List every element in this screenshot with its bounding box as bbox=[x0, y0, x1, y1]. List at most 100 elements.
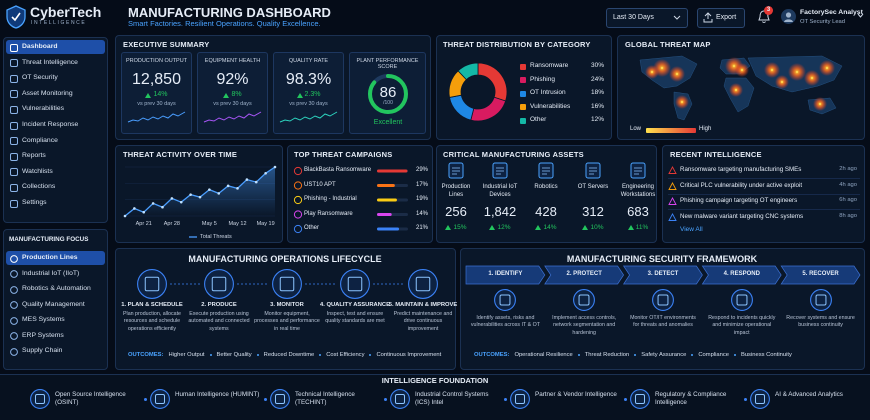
outcome: Continuous Improvement bbox=[376, 352, 442, 358]
view-all[interactable]: View All bbox=[680, 226, 703, 233]
shield-mark bbox=[11, 12, 21, 22]
nav-item[interactable]: Collections bbox=[22, 183, 56, 191]
point bbox=[142, 210, 146, 214]
sparkline bbox=[127, 111, 186, 123]
asset-name: OT Servers bbox=[577, 184, 609, 190]
glyph bbox=[10, 59, 18, 68]
nav-item[interactable]: OT Security bbox=[22, 74, 58, 82]
focus-item[interactable]: Industrial IoT (IIoT) bbox=[22, 269, 80, 277]
divider bbox=[668, 178, 860, 179]
intel-icon bbox=[668, 197, 677, 205]
campaign-name: UST10 APT bbox=[304, 181, 336, 188]
point bbox=[236, 187, 239, 190]
focus-item[interactable]: Robotics & Automation bbox=[22, 285, 91, 292]
icon-ring bbox=[809, 289, 832, 311]
point bbox=[226, 184, 230, 188]
export-label[interactable]: Export bbox=[716, 14, 737, 21]
nav-item[interactable]: Incident Response bbox=[22, 121, 79, 128]
focus-item[interactable]: Supply Chain bbox=[22, 347, 63, 354]
panel-title: MANUFACTURING SECURITY FRAMEWORK bbox=[566, 254, 758, 264]
focus-item[interactable]: MES Systems bbox=[22, 316, 65, 323]
spark bbox=[203, 111, 262, 123]
icon bbox=[272, 269, 302, 299]
glyph bbox=[668, 181, 677, 190]
focus-item[interactable]: Production Lines bbox=[22, 254, 78, 261]
logo bbox=[6, 5, 26, 29]
foundation-item: Human Intelligence (HUMINT) bbox=[175, 391, 260, 398]
outcome: Better Quality bbox=[216, 352, 252, 358]
up-arrow bbox=[535, 225, 542, 231]
icon-glyph bbox=[415, 276, 431, 292]
nav-item[interactable]: Settings bbox=[22, 199, 47, 206]
kpi-label: EQUIPMENT HEALTH bbox=[204, 58, 261, 64]
icon-ring bbox=[204, 269, 234, 299]
intel-text[interactable]: Phishing campaign targeting OT engineers bbox=[680, 197, 798, 204]
outcome: Operational Resilience bbox=[514, 352, 573, 358]
nav-item[interactable]: Threat Intelligence bbox=[22, 58, 78, 66]
focus-item[interactable]: Quality Management bbox=[22, 300, 85, 308]
intel-text[interactable]: Critical PLC vulnerability under active … bbox=[680, 181, 803, 189]
legend-value: 12% bbox=[590, 116, 604, 123]
change: 12% bbox=[478, 224, 522, 231]
glyph bbox=[10, 254, 18, 263]
nav-item[interactable]: Dashboard bbox=[22, 43, 58, 50]
bar bbox=[377, 213, 392, 216]
nav-item[interactable]: Asset Monitoring bbox=[22, 89, 73, 97]
point bbox=[254, 180, 258, 184]
user-name[interactable]: FactorySec Analyst bbox=[800, 9, 863, 16]
avatar-head bbox=[785, 12, 792, 18]
point bbox=[264, 171, 267, 175]
hotspot bbox=[675, 72, 679, 76]
glyph bbox=[10, 301, 18, 309]
step-title: 5. RECOVER bbox=[802, 271, 839, 277]
step-text: Identify assets, risks and vulnerabiliti… bbox=[470, 315, 540, 329]
nav-item[interactable]: Reports bbox=[22, 152, 46, 160]
legend-swatch bbox=[520, 117, 526, 124]
step-title: 4. RESPOND bbox=[723, 271, 760, 277]
intel-time: 4h ago bbox=[839, 181, 857, 188]
campaign-name: BlackBasta Ransomware bbox=[304, 167, 372, 173]
caret bbox=[673, 15, 681, 20]
nav-item[interactable]: Vulnerabilities bbox=[22, 105, 65, 113]
range-select[interactable] bbox=[606, 8, 688, 28]
avatar-body bbox=[784, 19, 793, 22]
separator-dot bbox=[744, 398, 747, 401]
legend-value: 30% bbox=[590, 62, 604, 69]
chevron bbox=[622, 265, 703, 285]
arrow bbox=[489, 225, 496, 231]
nav-item[interactable]: Compliance bbox=[22, 136, 58, 144]
intel-text[interactable]: New malware variant targeting CNC system… bbox=[680, 212, 804, 220]
outcomes-label: OUTCOMES: bbox=[128, 352, 164, 358]
icon-glyph bbox=[144, 276, 160, 292]
glyph bbox=[668, 166, 677, 174]
nav-icon bbox=[10, 59, 18, 68]
icon-ring bbox=[573, 289, 596, 311]
campaign-icon bbox=[293, 181, 303, 190]
icon bbox=[652, 289, 674, 311]
change: 2.3% bbox=[273, 91, 344, 99]
panel-title: INTELLIGENCE FOUNDATION bbox=[381, 376, 489, 385]
intel-text[interactable]: Ransomware targeting manufacturing SMEs bbox=[680, 166, 802, 173]
bullet bbox=[209, 354, 212, 357]
badge[interactable] bbox=[764, 6, 773, 15]
nav-item[interactable]: Watchlists bbox=[22, 167, 53, 175]
glyph-lines bbox=[634, 167, 642, 175]
icon-glyph bbox=[657, 294, 669, 306]
page-title: MANUFACTURING DASHBOARD bbox=[128, 5, 331, 20]
icon-glyph bbox=[275, 394, 285, 404]
hotspot bbox=[732, 64, 736, 68]
export-button[interactable] bbox=[697, 8, 745, 28]
bar bbox=[377, 169, 408, 173]
point bbox=[161, 205, 164, 209]
kpi-label: PRODUCTION OUTPUT bbox=[125, 58, 188, 64]
focus-item[interactable]: ERP Systems bbox=[22, 331, 64, 339]
chevron bbox=[780, 265, 861, 285]
change: 14% bbox=[121, 91, 192, 99]
range-label[interactable]: Last 30 Days bbox=[613, 14, 654, 21]
up-arrow bbox=[582, 225, 589, 231]
bullet bbox=[256, 354, 259, 357]
icon bbox=[408, 269, 438, 299]
step-text: Respond to incidents quickly and minimiz… bbox=[708, 315, 776, 336]
icon bbox=[270, 389, 290, 409]
up-arrow bbox=[445, 225, 452, 231]
